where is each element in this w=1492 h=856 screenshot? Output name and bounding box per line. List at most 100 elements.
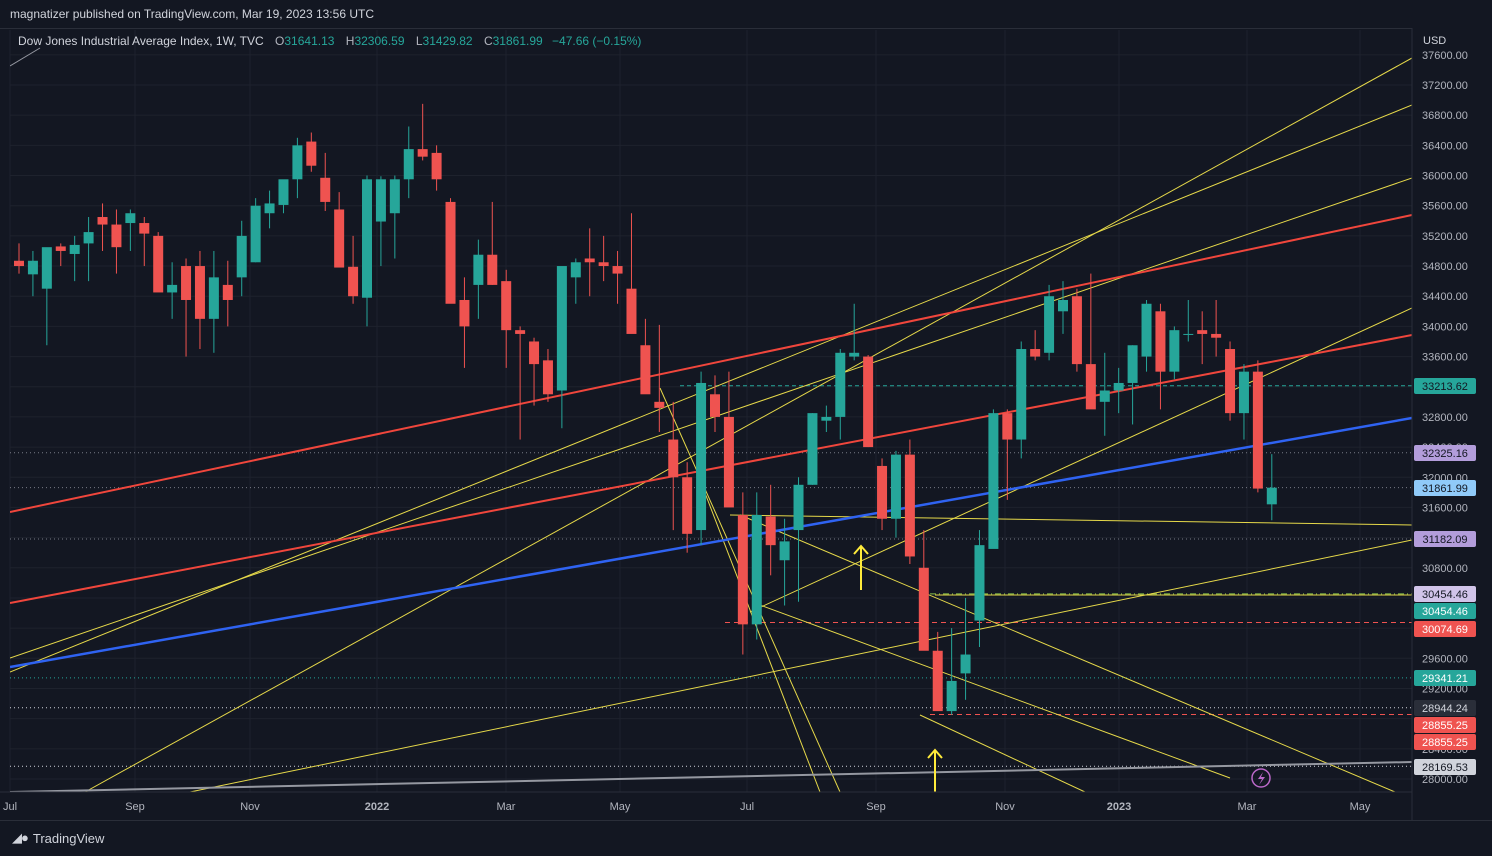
- candle[interactable]: [1183, 299, 1194, 342]
- candle[interactable]: [918, 530, 929, 651]
- candle[interactable]: [807, 413, 818, 485]
- candle[interactable]: [751, 492, 762, 640]
- candle[interactable]: [1211, 299, 1222, 357]
- candle[interactable]: [1085, 273, 1096, 410]
- trend-line[interactable]: [919, 714, 1086, 792]
- trend-line[interactable]: [10, 214, 1412, 513]
- trend-line[interactable]: [729, 514, 1412, 526]
- candle[interactable]: [97, 203, 108, 251]
- candle[interactable]: [153, 232, 164, 293]
- candle[interactable]: [194, 250, 205, 350]
- candle[interactable]: [111, 209, 122, 274]
- up-arrow-icon[interactable]: [927, 748, 943, 792]
- candle[interactable]: [459, 277, 470, 368]
- candle[interactable]: [278, 179, 289, 214]
- trend-line[interactable]: [659, 387, 841, 792]
- candle[interactable]: [14, 243, 24, 274]
- trend-line[interactable]: [189, 539, 1412, 792]
- candle[interactable]: [1016, 341, 1027, 459]
- trend-line[interactable]: [10, 761, 1412, 792]
- candle[interactable]: [41, 247, 52, 346]
- candle[interactable]: [320, 152, 331, 211]
- candle[interactable]: [960, 597, 971, 700]
- candle[interactable]: [1197, 311, 1208, 365]
- candle[interactable]: [1141, 299, 1152, 372]
- candle[interactable]: [27, 250, 38, 297]
- candle[interactable]: [668, 401, 679, 531]
- candle[interactable]: [473, 239, 484, 319]
- candle[interactable]: [1099, 352, 1110, 436]
- candle[interactable]: [515, 326, 526, 440]
- candle[interactable]: [988, 409, 999, 549]
- up-arrow-icon[interactable]: [853, 544, 869, 590]
- candle[interactable]: [222, 260, 233, 327]
- candle[interactable]: [1113, 367, 1124, 414]
- candle[interactable]: [1225, 341, 1236, 421]
- candle[interactable]: [264, 190, 275, 229]
- candle[interactable]: [417, 103, 428, 161]
- trend-line[interactable]: [10, 104, 1412, 673]
- candle[interactable]: [849, 303, 860, 361]
- candle[interactable]: [556, 266, 567, 429]
- candle[interactable]: [83, 217, 94, 282]
- candle[interactable]: [69, 235, 80, 282]
- candle[interactable]: [236, 220, 247, 297]
- candle[interactable]: [250, 198, 261, 263]
- trend-line[interactable]: [10, 416, 1412, 669]
- candle[interactable]: [167, 262, 178, 319]
- candle[interactable]: [1155, 303, 1166, 410]
- candle[interactable]: [890, 450, 901, 538]
- candle[interactable]: [1252, 360, 1263, 493]
- candle[interactable]: [779, 518, 790, 606]
- candle[interactable]: [696, 371, 707, 546]
- candle[interactable]: [55, 243, 66, 267]
- candle[interactable]: [375, 176, 386, 267]
- candle[interactable]: [821, 405, 832, 432]
- trend-line[interactable]: [10, 177, 1412, 659]
- candle[interactable]: [501, 269, 512, 368]
- candle[interactable]: [403, 126, 414, 199]
- candle[interactable]: [1127, 345, 1138, 425]
- candle[interactable]: [292, 137, 303, 199]
- trend-line[interactable]: [84, 57, 1412, 792]
- trend-line[interactable]: [10, 47, 41, 67]
- candle[interactable]: [584, 228, 595, 297]
- candle[interactable]: [487, 201, 498, 285]
- candle[interactable]: [1002, 409, 1013, 500]
- candle[interactable]: [208, 250, 219, 353]
- candle[interactable]: [863, 355, 874, 448]
- candle[interactable]: [445, 198, 456, 304]
- candle[interactable]: [904, 439, 915, 565]
- trend-line[interactable]: [699, 479, 821, 792]
- candle[interactable]: [542, 349, 553, 402]
- candle[interactable]: [974, 530, 985, 647]
- candle[interactable]: [389, 175, 400, 259]
- candle[interactable]: [765, 484, 776, 576]
- candle[interactable]: [125, 209, 136, 251]
- candle[interactable]: [529, 337, 540, 406]
- candle[interactable]: [626, 213, 637, 334]
- trend-line[interactable]: [739, 514, 1396, 792]
- candle[interactable]: [306, 132, 317, 172]
- candle[interactable]: [1071, 288, 1082, 372]
- candle[interactable]: [723, 371, 734, 508]
- candle[interactable]: [932, 631, 943, 712]
- candle[interactable]: [570, 258, 581, 304]
- candle[interactable]: [139, 217, 150, 267]
- trend-line[interactable]: [759, 604, 1231, 779]
- candle[interactable]: [654, 324, 665, 432]
- candle[interactable]: [793, 477, 804, 602]
- candle[interactable]: [1266, 454, 1277, 521]
- candle[interactable]: [877, 458, 888, 531]
- candle[interactable]: [431, 145, 442, 191]
- trend-line[interactable]: [10, 334, 1412, 604]
- candle[interactable]: [1030, 330, 1041, 361]
- flash-icon[interactable]: [1251, 768, 1271, 788]
- candle[interactable]: [181, 258, 192, 357]
- candle[interactable]: [348, 235, 359, 304]
- candle[interactable]: [946, 628, 957, 715]
- candle[interactable]: [737, 492, 748, 655]
- candle[interactable]: [710, 375, 720, 432]
- candle[interactable]: [1169, 326, 1180, 380]
